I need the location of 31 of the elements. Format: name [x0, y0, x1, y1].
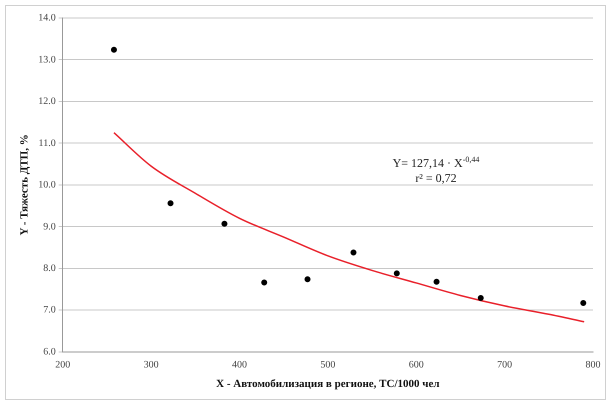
point	[261, 280, 268, 286]
point	[478, 294, 484, 301]
point	[221, 220, 228, 227]
point	[110, 46, 117, 53]
x-tick-label: 800	[586, 359, 600, 370]
x-axis-title: X - Автомобилизация в регионе, ТС/1000 чел	[216, 378, 440, 390]
point	[168, 200, 174, 206]
y-tick-label: 9.0	[43, 221, 56, 232]
y-tick-label: 10.0	[38, 180, 56, 191]
y-tick-label: 7.0	[43, 304, 56, 316]
annotation: r² = 0,72	[414, 171, 458, 186]
y-tick-label: 13.0	[38, 54, 56, 66]
x-tick-label: 400	[232, 359, 247, 370]
line-series	[113, 132, 585, 323]
point	[304, 276, 311, 282]
point	[394, 270, 400, 276]
y-tick-label: 6.0	[43, 346, 56, 358]
x-tick-label: 700	[497, 359, 512, 370]
y-tick-label: 12.0	[38, 96, 56, 108]
x-tick-label: 300	[144, 359, 159, 370]
point	[434, 278, 440, 285]
x-tick-label: 500	[320, 359, 336, 370]
point	[580, 300, 586, 306]
x-tick-label: 200	[55, 359, 70, 370]
y-tick-label: 14.0	[38, 12, 56, 24]
y-axis-title: Y - Тяжесть ДТП, %	[18, 134, 30, 236]
y-tick-label: 8.0	[43, 262, 56, 274]
point	[350, 249, 356, 256]
annotation: Y= 127,14 · X$^{-0,44}$	[392, 154, 480, 171]
y-tick-label: 11.0	[38, 138, 56, 149]
x-tick-label: 600	[408, 359, 424, 370]
